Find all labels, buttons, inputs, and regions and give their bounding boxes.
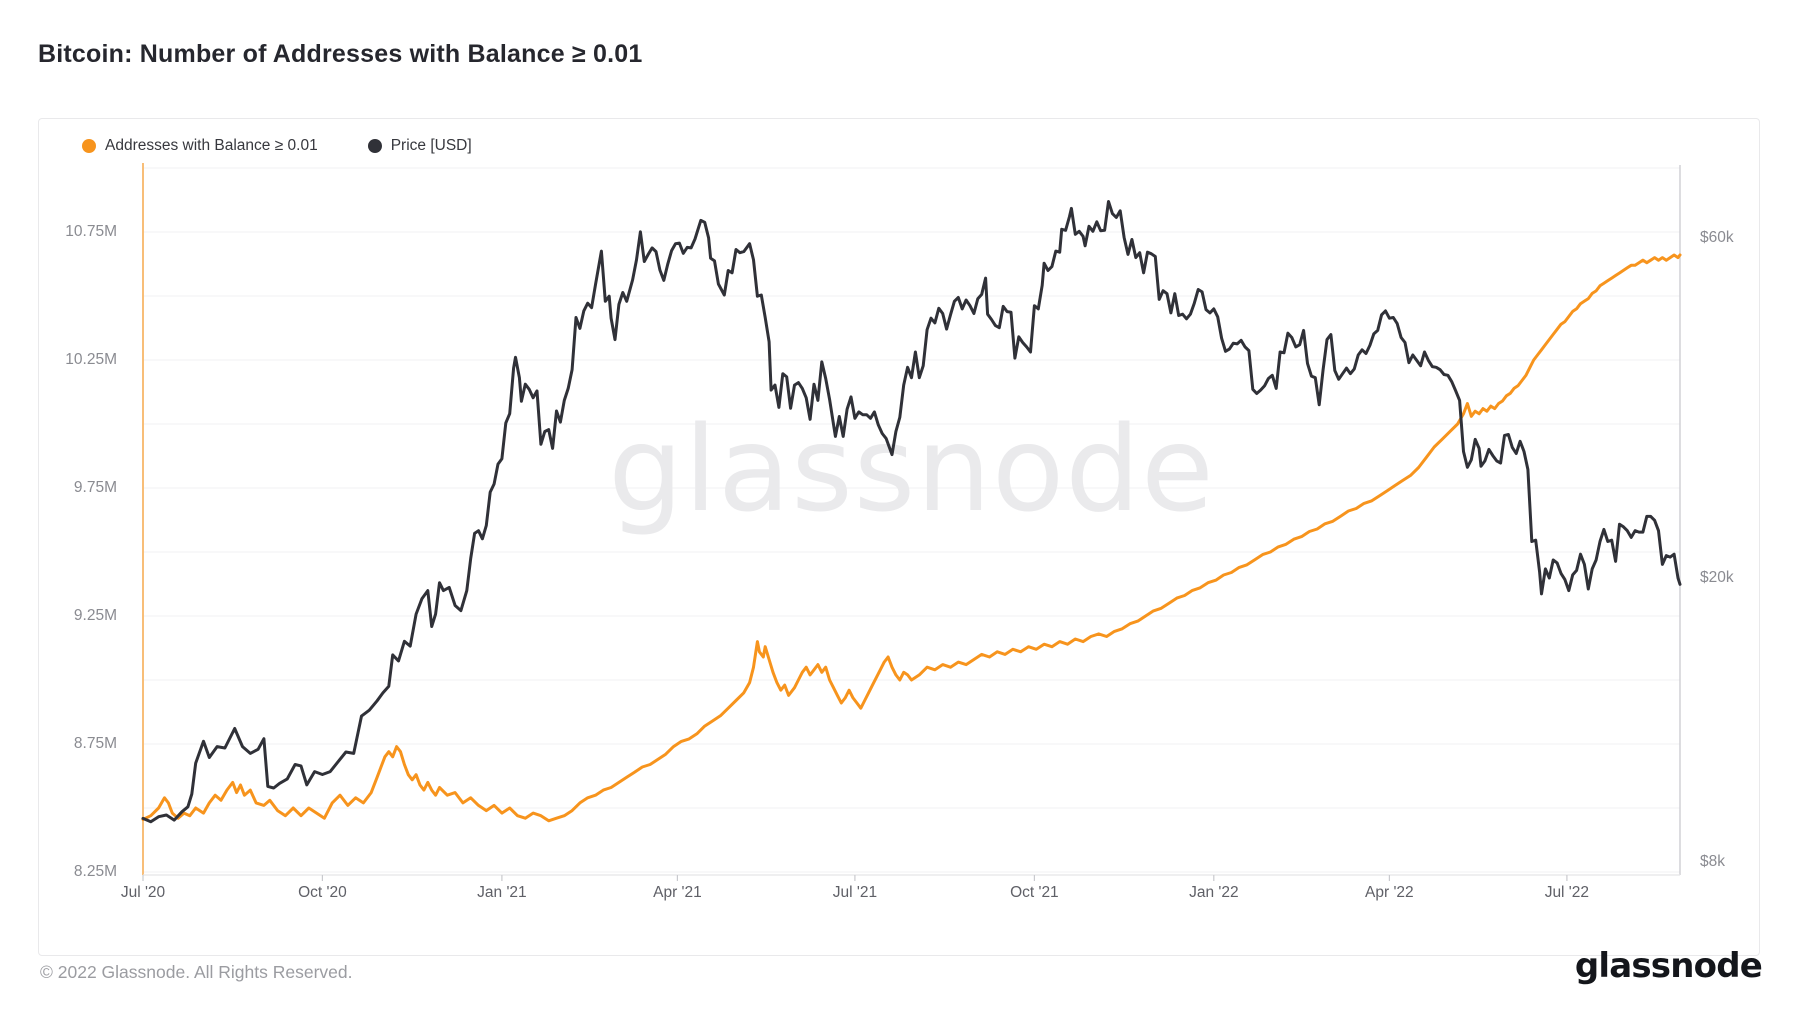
x-axis-tick-label: Jan '22 (1189, 884, 1239, 901)
legend-label-price: Price [USD] (390, 137, 472, 154)
x-axis-tick-label: Jul '22 (1544, 884, 1590, 901)
chart-card: Addresses with Balance ≥ 0.01 Price [USD… (38, 118, 1760, 956)
glassnode-logo[interactable]: glassnode (1574, 946, 1763, 986)
legend-label-addresses: Addresses with Balance ≥ 0.01 (105, 137, 318, 154)
addresses-series-dot-icon (82, 139, 96, 153)
x-axis-tick-label: Oct '21 (1010, 884, 1059, 901)
y-axis-left-tick-label: 9.75M (73, 479, 117, 496)
y-axis-left-tick-label: 8.25M (73, 862, 117, 880)
y-axis-left-tick-label: 8.75M (73, 734, 117, 752)
y-axis-left-tick-label: 9.25M (73, 606, 117, 624)
y-axis-left-tick-label: 10.25M (65, 351, 117, 368)
x-axis-tick-label: Oct '20 (298, 884, 347, 901)
price-series-dot-icon (367, 139, 382, 153)
x-axis-tick-label: Jul '21 (832, 884, 878, 901)
copyright-text: © 2022 Glassnode. All Rights Reserved. (40, 962, 353, 982)
y-axis-left-tick-label: 10.75M (65, 223, 117, 240)
legend: Addresses with Balance ≥ 0.01 Price [USD… (82, 137, 472, 155)
page-title: Bitcoin: Number of Addresses with Balanc… (38, 40, 643, 68)
x-axis-tick-label: Jan '21 (477, 884, 527, 901)
x-axis-tick-label: Apr '21 (653, 884, 702, 901)
y-axis-right-tick-label: $60k (1700, 228, 1734, 246)
y-axis-right-tick-label: $8k (1700, 852, 1725, 870)
legend-item-addresses[interactable]: Addresses with Balance ≥ 0.01 (82, 137, 318, 155)
legend-item-price[interactable]: Price [USD] (367, 137, 472, 155)
y-axis-right-tick-label: $20k (1700, 569, 1734, 586)
x-axis-tick-label: Apr '22 (1365, 884, 1414, 901)
x-axis-tick-label: Jul '20 (120, 884, 166, 901)
